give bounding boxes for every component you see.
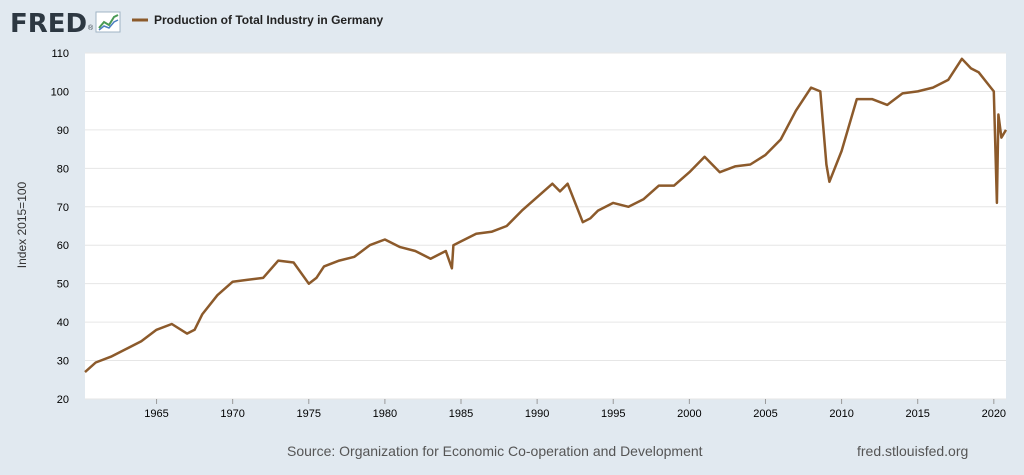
x-tick-label: 1985 xyxy=(449,408,473,420)
y-axis-label: Index 2015=100 xyxy=(15,181,29,268)
x-tick-label: 2020 xyxy=(982,408,1006,420)
fred-logo[interactable]: FRED ® xyxy=(10,9,121,39)
x-tick-label: 1970 xyxy=(220,408,244,420)
y-tick-label: 20 xyxy=(57,394,69,406)
y-tick-label: 50 xyxy=(57,279,69,291)
x-tick-label: 1995 xyxy=(601,408,625,420)
y-tick-labels: 20 30 40 50 60 70 80 90 100 110 xyxy=(51,48,69,406)
y-tick-label: 80 xyxy=(57,163,69,175)
legend-label: Production of Total Industry in Germany xyxy=(154,13,383,27)
grid-lines xyxy=(85,52,1006,400)
x-tick-label: 2015 xyxy=(905,408,929,420)
x-tick-label: 1965 xyxy=(144,408,168,420)
y-tick-label: 100 xyxy=(51,86,69,98)
x-tick-labels: 1965 1970 1975 1980 1985 1990 1995 2000 2005 2010… xyxy=(144,399,1006,420)
registered-mark: ® xyxy=(88,24,94,32)
x-tick-label: 1975 xyxy=(297,408,321,420)
x-tick-label: 2010 xyxy=(829,408,853,420)
series-layer xyxy=(84,57,1008,374)
x-tick-label: 1990 xyxy=(525,408,549,420)
x-tick-label: 2005 xyxy=(753,408,777,420)
y-tick-label: 30 xyxy=(57,356,69,368)
y-tick-label: 110 xyxy=(51,48,69,60)
y-tick-label: 40 xyxy=(57,317,69,329)
x-tick-label: 1980 xyxy=(373,408,397,420)
y-tick-label: 70 xyxy=(57,202,69,214)
legend: Production of Total Industry in Germany xyxy=(132,13,383,27)
fred-logo-graph-icon xyxy=(95,11,121,33)
source-text: Source: Organization for Economic Co-ope… xyxy=(287,443,703,459)
fred-url[interactable]: fred.stlouisfed.org xyxy=(857,443,968,459)
series-line[interactable] xyxy=(84,57,1008,374)
plot-area xyxy=(85,53,1006,399)
x-tick-label: 2000 xyxy=(677,408,701,420)
y-tick-label: 60 xyxy=(57,240,69,252)
y-tick-label: 90 xyxy=(57,125,69,137)
fred-logo-text: FRED xyxy=(10,9,87,39)
